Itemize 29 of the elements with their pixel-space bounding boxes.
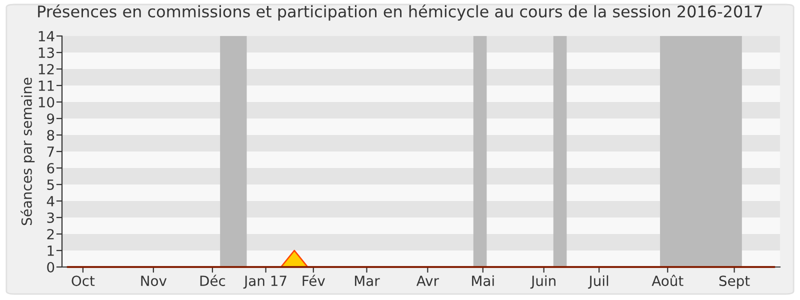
y-tick-label: 2 — [47, 228, 54, 240]
y-tick-label: 14 — [38, 31, 54, 42]
y-tick-label: 5 — [47, 180, 54, 190]
y-tick-label: 12 — [38, 64, 54, 74]
y-tick-label: 13 — [38, 47, 54, 58]
y-tick-label: 8 — [47, 130, 54, 140]
y-axis-title: Séances par semaine — [20, 78, 35, 226]
x-tick-label: Déc — [200, 274, 226, 286]
y-tick-label: 11 — [38, 80, 54, 91]
y-tick-label: 9 — [47, 113, 54, 124]
y-tick-label: 10 — [38, 96, 54, 108]
x-tick-label: Oct — [72, 276, 95, 286]
x-tick-label: Mar — [354, 276, 380, 286]
x-tick-label: Juil — [588, 275, 608, 289]
y-tick-label: 3 — [47, 212, 54, 223]
x-tick-label: Sept — [719, 276, 750, 289]
y-tick-label: 7 — [47, 146, 54, 157]
x-tick-label: Nov — [141, 276, 167, 286]
x-tick-label: Jan 17 — [243, 276, 286, 289]
y-tick-label: 1 — [48, 246, 54, 256]
x-tick-label: Mai — [472, 275, 494, 286]
chart-title: Présences en commissions et participation en hémicycle au cours de la session 2016-2017 — [38, 4, 762, 21]
y-tick-label: 4 — [46, 196, 54, 206]
x-tick-label: Fév — [302, 274, 325, 286]
y-tick-label: 0 — [47, 262, 54, 272]
x-tick-label: Juin — [530, 275, 556, 289]
y-tick-label: 6 — [47, 162, 54, 174]
x-tick-label: Avr — [416, 276, 439, 286]
x-tick-label: Août — [652, 274, 684, 286]
